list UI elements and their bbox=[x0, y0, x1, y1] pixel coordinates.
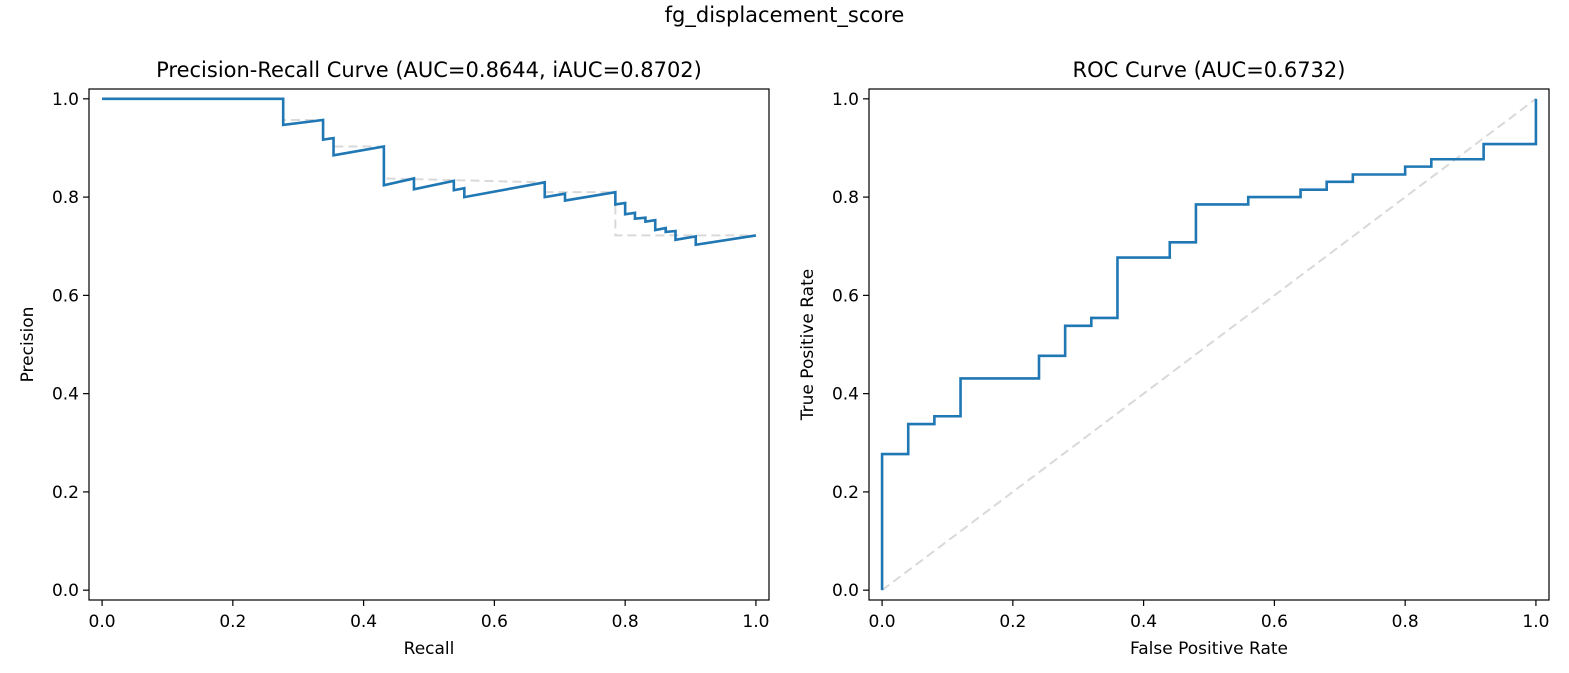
roc-x-tick-label: 1.0 bbox=[1522, 612, 1549, 632]
pr-x-tick-label: 1.0 bbox=[742, 612, 769, 632]
roc-x-tick-label: 0.6 bbox=[1261, 612, 1288, 632]
pr-y-axis-label: Precision bbox=[18, 307, 38, 383]
roc-curve-line bbox=[880, 98, 1538, 591]
pr-y-tick-label: 1.0 bbox=[52, 90, 79, 110]
roc-x-tick-label: 0.2 bbox=[999, 612, 1026, 632]
roc-x-tick-label: 0.0 bbox=[869, 612, 896, 632]
pr-x-tick-label: 0.0 bbox=[89, 612, 116, 632]
roc-y-tick-label: 0.8 bbox=[832, 188, 859, 208]
roc-y-tick-label: 0.2 bbox=[832, 483, 859, 503]
pr-x-tick-label: 0.8 bbox=[612, 612, 639, 632]
roc-y-tick-label: 1.0 bbox=[832, 90, 859, 110]
pr-y-tick-label: 0.6 bbox=[52, 286, 79, 306]
roc-x-tick-label: 0.8 bbox=[1392, 612, 1419, 632]
figure-suptitle: fg_displacement_score bbox=[664, 3, 905, 27]
pr-x-tick-label: 0.6 bbox=[481, 612, 508, 632]
roc-axes-frame bbox=[868, 88, 1550, 601]
pr-reference-line bbox=[102, 97, 756, 237]
roc-y-tick-label: 0.6 bbox=[832, 286, 859, 306]
roc-reference-line bbox=[881, 98, 1537, 591]
pr-y-tick-label: 0.8 bbox=[52, 188, 79, 208]
pr-y-tick-label: 0.2 bbox=[52, 483, 79, 503]
pr-chart: 0.0 0.2 0.4 0.6 0.8 1.0 0.0 0.2 0.4 0.6 0.8 1.0 Prec… bbox=[18, 58, 770, 659]
roc-x-axis-label: False Positive Rate bbox=[1130, 639, 1288, 659]
pr-axes-frame bbox=[88, 88, 770, 601]
pr-curve-line bbox=[102, 97, 757, 247]
pr-title: Precision-Recall Curve (AUC=0.8644, iAUC… bbox=[156, 58, 702, 82]
pr-x-tick-label: 0.4 bbox=[350, 612, 377, 632]
roc-y-tick-label: 0.4 bbox=[832, 385, 859, 405]
pr-x-axis-label: Recall bbox=[404, 639, 455, 659]
roc-y-tick-label: 0.0 bbox=[832, 581, 859, 601]
roc-chart: 0.0 0.2 0.4 0.6 0.8 1.0 0.0 0.2 0.4 0.6 0.8 1.0 ROC … bbox=[798, 58, 1550, 659]
pr-y-tick-label: 0.4 bbox=[52, 385, 79, 405]
roc-x-tick-label: 0.4 bbox=[1130, 612, 1157, 632]
pr-y-tick-label: 0.0 bbox=[52, 581, 79, 601]
pr-x-tick-label: 0.2 bbox=[219, 612, 246, 632]
roc-y-axis-label: True Positive Rate bbox=[798, 269, 818, 421]
roc-title: ROC Curve (AUC=0.6732) bbox=[1073, 58, 1346, 82]
